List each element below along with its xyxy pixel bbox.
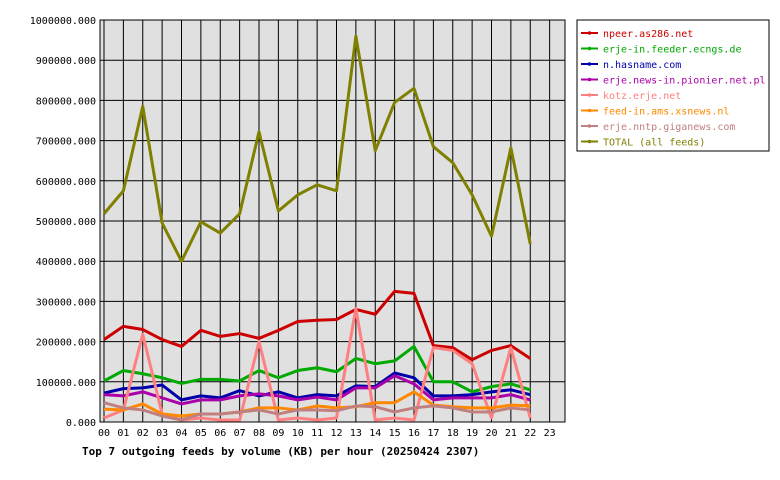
y-axis: 0.000 100000.000 200000.000 300000.000 40000…: [30, 16, 96, 429]
y-tick-label: 600000.000: [36, 177, 96, 188]
y-tick-label: 500000.000: [36, 217, 96, 228]
series-line-3: [103, 374, 531, 406]
legend-label: n.hasname.com: [603, 60, 681, 71]
x-tick-label: 15: [389, 428, 401, 439]
y-tick-label: 1000000.000: [30, 16, 96, 27]
legend-label: erje.news-in.pionier.net.pl: [603, 76, 766, 87]
y-tick-label: 400000.000: [36, 257, 96, 268]
y-tick-label: 100000.000: [36, 378, 96, 389]
x-tick-label: 16: [408, 428, 420, 439]
x-tick-label: 20: [485, 428, 497, 439]
y-tick-label: 900000.000: [36, 56, 96, 67]
series-line-2: [103, 371, 531, 402]
x-tick-label: 04: [175, 428, 187, 439]
chart-title: Top 7 outgoing feeds by volume (KB) per …: [82, 445, 479, 458]
legend-marker: [587, 46, 592, 51]
x-tick-label: 12: [330, 428, 342, 439]
x-tick-label: 03: [156, 428, 168, 439]
x-tick-label: 22: [524, 428, 536, 439]
x-tick-label: 18: [447, 428, 459, 439]
y-tick-label: 0.000: [66, 418, 96, 429]
series-line-6: [103, 401, 531, 422]
legend-label: npeer.as286.net: [603, 29, 693, 40]
legend-label: erje.nntp.giganews.com: [603, 122, 735, 133]
legend-marker: [587, 108, 592, 113]
x-tick-label: 02: [137, 428, 149, 439]
x-tick-label: 11: [311, 428, 323, 439]
legend-marker: [587, 139, 592, 144]
legend-label: TOTAL (all feeds): [603, 138, 705, 149]
x-tick-label: 09: [272, 428, 284, 439]
legend-marker: [587, 31, 592, 35]
x-tick-label: 23: [544, 428, 556, 439]
legend-marker: [587, 77, 592, 82]
series-line-0: [103, 289, 532, 362]
legend: npeer.as286.net erje-in.feeder.ecngs.de n.…: [576, 19, 770, 152]
x-tick-label: 21: [505, 428, 517, 439]
x-tick-label: 05: [195, 428, 207, 439]
x-tick-label: 14: [369, 428, 381, 439]
series-line-5: [103, 390, 531, 418]
legend-marker: [587, 62, 592, 66]
x-tick-label: 13: [350, 428, 362, 439]
plot-border: [99, 19, 566, 423]
y-tick-label: 800000.000: [36, 96, 96, 107]
x-tick-label: 19: [466, 428, 478, 439]
legend-marker: [587, 93, 592, 97]
series-line-1: [103, 344, 531, 394]
x-tick-label: 06: [214, 428, 226, 439]
x-tick-label: 10: [292, 428, 304, 439]
x-tick-label: 01: [117, 428, 129, 439]
y-tick-label: 200000.000: [36, 338, 96, 349]
x-axis: 00 01 02 03 04 05 06 07 08 09 10 11 12 13 14 15 16 17 18 19…: [98, 428, 556, 439]
series-lines: [102, 34, 532, 422]
series-line-7: [102, 34, 532, 263]
legend-box: [576, 19, 770, 152]
y-tick-label: 300000.000: [36, 297, 96, 308]
legend-label: erje-in.feeder.ecngs.de: [603, 45, 741, 56]
legend-label: feed-in.ams.xsnews.nl: [603, 107, 729, 118]
y-tick-label: 700000.000: [36, 137, 96, 148]
x-tick-label: 07: [234, 428, 246, 439]
x-tick-label: 08: [253, 428, 265, 439]
x-tick-label: 17: [427, 428, 439, 439]
legend-label: kotz.erje.net: [603, 91, 681, 102]
x-tick-label: 00: [98, 428, 110, 439]
legend-marker: [587, 124, 592, 128]
